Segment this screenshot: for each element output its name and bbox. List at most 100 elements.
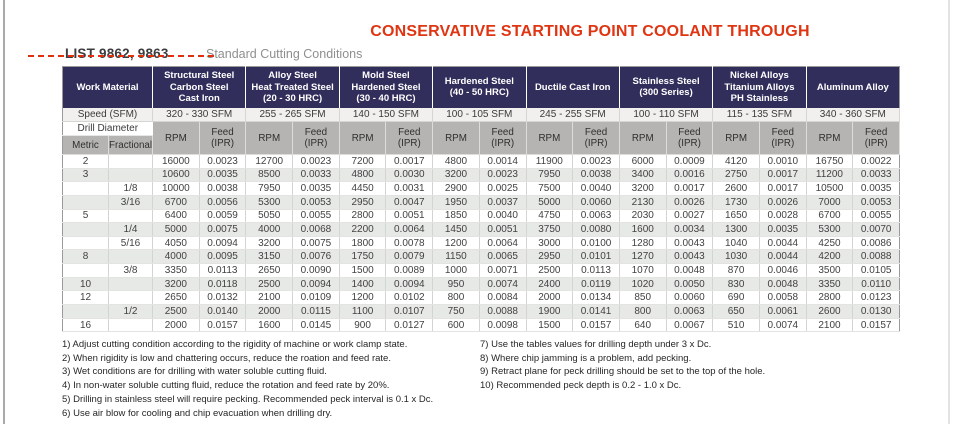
- feed-cell: 0.0098: [479, 318, 527, 333]
- material-group-header: Stainless Steel (300 Series): [619, 66, 714, 108]
- rpm-cell: 1900: [526, 304, 574, 319]
- feed-cell: 0.0079: [385, 249, 434, 265]
- feed-cell: 0.0113: [199, 263, 247, 278]
- rpm-cell: 600: [432, 318, 480, 333]
- rpm-cell: 4000: [152, 249, 200, 265]
- feed-cell: 0.0055: [852, 209, 900, 224]
- speed-value: 100 - 110 SFM: [619, 107, 714, 122]
- rpm-cell: 2100: [245, 290, 294, 306]
- fractional-cell: 5/16: [108, 236, 153, 251]
- speed-value: 320 - 330 SFM: [152, 107, 247, 122]
- rpm-cell: 4200: [806, 249, 854, 265]
- fractional-cell: [108, 154, 153, 169]
- rpm-cell: 1200: [339, 290, 387, 306]
- feed-cell: 0.0123: [852, 290, 900, 306]
- rpm-column-header: RPM: [806, 121, 854, 155]
- fractional-cell: [108, 290, 153, 306]
- footnote: 6) Use air blow for cooling and chip eva…: [62, 407, 333, 419]
- feed-cell: 0.0058: [759, 290, 807, 306]
- feed-cell: 0.0016: [666, 168, 714, 183]
- speed-value: 100 - 105 SFM: [432, 107, 527, 122]
- feed-cell: 0.0035: [759, 222, 807, 237]
- table-row: 5 6400 0.0059 5050 0.0055 2800 0.0051 1850 0.004…: [62, 209, 900, 224]
- speed-value: 245 - 255 SFM: [526, 107, 620, 122]
- rpm-cell: 2500: [526, 263, 574, 278]
- rpm-cell: 1950: [432, 195, 480, 210]
- rpm-cell: 10600: [152, 168, 200, 183]
- feed-cell: 0.0060: [572, 195, 620, 210]
- rpm-cell: 12700: [245, 154, 294, 169]
- feed-cell: 0.0076: [292, 249, 340, 265]
- fractional-cell: [108, 277, 153, 292]
- rpm-cell: 1030: [712, 249, 760, 265]
- table-row: 8 4000 0.0095 3150 0.0076 1750 0.0079 1150 0.006…: [62, 249, 900, 265]
- feed-cell: 0.0051: [479, 222, 527, 237]
- material-group-header: Hardened Steel (40 - 50 HRC): [432, 66, 527, 108]
- rpm-cell: 3350: [152, 263, 200, 278]
- feed-cell: 0.0140: [199, 304, 247, 319]
- rpm-cell: 1650: [712, 209, 760, 224]
- rpm-cell: 10000: [152, 181, 200, 196]
- rpm-cell: 3400: [619, 168, 667, 183]
- rpm-cell: 2650: [245, 263, 294, 278]
- rpm-cell: 3200: [245, 236, 294, 251]
- material-header-row: Work Material Structural Steel Carbon Stee…: [62, 66, 900, 108]
- rpm-cell: 16750: [806, 154, 854, 169]
- rpm-cell: 5000: [526, 195, 574, 210]
- rpm-cell: 2600: [712, 181, 760, 196]
- rpm-cell: 10500: [806, 181, 854, 196]
- feed-cell: 0.0157: [199, 318, 247, 333]
- fractional-cell: [108, 249, 153, 265]
- rpm-cell: 3500: [806, 263, 854, 278]
- metric-cell: [62, 181, 109, 196]
- footnote: 8) Where chip jamming is a problem, add …: [480, 352, 692, 364]
- rpm-cell: 2950: [339, 195, 387, 210]
- rpm-cell: 1750: [339, 249, 387, 265]
- rpm-cell: 3200: [432, 168, 480, 183]
- rpm-cell: 2950: [526, 249, 574, 265]
- table-row: 1/8 10000 0.0038 7950 0.0035 4450 0.0031 2900 0.…: [62, 181, 900, 196]
- feed-column-header: Feed (IPR): [385, 121, 434, 155]
- rpm-cell: 1730: [712, 195, 760, 210]
- feed-cell: 0.0044: [759, 236, 807, 251]
- table-row: 5/16 4050 0.0094 3200 0.0075 1800 0.0078 1200 0.…: [62, 236, 900, 251]
- rpm-cell: 1020: [619, 277, 667, 292]
- rpm-cell: 2500: [152, 304, 200, 319]
- rpm-column-header: RPM: [432, 121, 480, 155]
- rpm-cell: 640: [619, 318, 667, 333]
- footnotes-right-column: 7) Use the tables values for drilling de…: [480, 338, 950, 393]
- table-row: 16 2000 0.0157 1600 0.0145 900 0.0127 600 0.0098…: [62, 318, 900, 333]
- rpm-cell: 690: [712, 290, 760, 306]
- rpm-cell: 2200: [339, 222, 387, 237]
- rpm-cell: 6700: [152, 195, 200, 210]
- feed-cell: 0.0115: [292, 304, 340, 319]
- rpm-cell: 3350: [806, 277, 854, 292]
- metric-cell: 5: [62, 209, 109, 224]
- rpm-cell: 11900: [526, 154, 574, 169]
- feed-cell: 0.0059: [199, 209, 247, 224]
- feed-cell: 0.0063: [572, 209, 620, 224]
- feed-cell: 0.0065: [479, 249, 527, 265]
- rpm-cell: 4250: [806, 236, 854, 251]
- feed-cell: 0.0060: [666, 290, 714, 306]
- rpm-column-header: RPM: [152, 121, 200, 155]
- rpm-cell: 1800: [339, 236, 387, 251]
- feed-cell: 0.0026: [666, 195, 714, 210]
- rpm-cell: 7950: [526, 168, 574, 183]
- feed-cell: 0.0084: [479, 290, 527, 306]
- rpm-cell: 650: [712, 304, 760, 319]
- feed-column-header: Feed (IPR): [292, 121, 340, 155]
- feed-cell: 0.0068: [292, 222, 340, 237]
- feed-cell: 0.0105: [852, 263, 900, 278]
- rpm-cell: 8500: [245, 168, 294, 183]
- feed-cell: 0.0127: [385, 318, 434, 333]
- feed-cell: 0.0107: [385, 304, 434, 319]
- feed-cell: 0.0043: [666, 249, 714, 265]
- rpm-cell: 870: [712, 263, 760, 278]
- rpm-cell: 3150: [245, 249, 294, 265]
- metric-cell: 16: [62, 318, 109, 333]
- rpm-cell: 1200: [432, 236, 480, 251]
- feed-column-header: Feed (IPR): [572, 121, 620, 155]
- fractional-cell: 3/8: [108, 263, 153, 278]
- rpm-cell: 3200: [619, 181, 667, 196]
